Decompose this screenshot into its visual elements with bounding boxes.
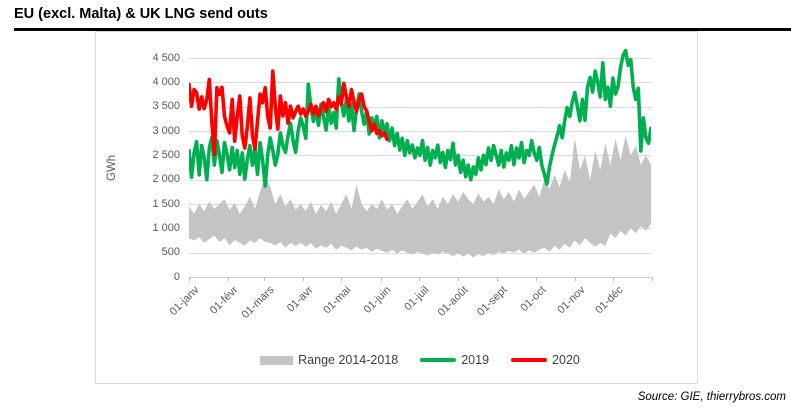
y-tick-label: 4 000	[152, 75, 180, 88]
x-tick-label: 01-juil	[401, 284, 432, 314]
y-tick-label: 2 500	[152, 148, 180, 161]
legend-label: 2020	[552, 353, 580, 367]
legend-swatch-2019	[420, 357, 457, 363]
source-note: Source: GIE, thierrybros.com	[637, 391, 786, 403]
legend-label: Range 2014-2018	[298, 353, 399, 367]
x-tick-mark	[228, 277, 230, 281]
x-tick-mark	[418, 277, 420, 281]
x-tick-label: 01-avr	[285, 284, 316, 315]
y-tick-label: 1 500	[152, 197, 180, 210]
x-tick-label: 01-août	[435, 284, 471, 319]
x-tick-mark	[535, 277, 537, 281]
legend-label: 2019	[461, 353, 490, 367]
gridline	[189, 277, 651, 278]
y-tick-label: 3 000	[152, 124, 180, 137]
gridline	[189, 252, 651, 254]
legend: Range 2014-2018 2019 2020	[189, 353, 651, 367]
x-tick-mark	[303, 277, 305, 281]
x-tick-label: 01-sept	[475, 284, 510, 319]
x-tick-mark	[380, 277, 382, 281]
gridline	[189, 82, 651, 84]
x-tick-label: 01-nov	[555, 284, 588, 317]
x-tick-label: 01-déc	[593, 284, 626, 317]
x-tick-label: 01-mai	[321, 284, 354, 317]
x-tick-mark	[574, 277, 576, 281]
gridline	[189, 179, 651, 181]
legend-swatch-range-2014-2018	[260, 355, 294, 365]
y-tick-label: 3 500	[152, 100, 180, 113]
chart-container: GWh 0 500 1 000 1 500 2 000 2 500 3 000 3 500 4 …	[95, 31, 698, 384]
series-2019	[189, 48, 651, 188]
y-tick-label: 500	[161, 246, 180, 259]
x-tick-label: 01-juin	[361, 284, 394, 316]
x-tick-label: 01-févr	[208, 284, 241, 317]
x-tick-mark	[652, 277, 654, 281]
y-tick-label: 4 500	[152, 51, 180, 64]
legend-item: Range 2014-2018	[260, 353, 398, 367]
x-tick-mark	[189, 277, 190, 281]
y-axis-title: GWh	[106, 154, 118, 181]
chart-title: EU (excl. Malta) & UK LNG send outs	[14, 0, 791, 31]
x-tick-label: 01-mars	[239, 284, 277, 322]
y-tick-label: 0	[173, 270, 180, 283]
x-tick-label: 01-oct	[517, 284, 548, 315]
legend-item: 2019	[420, 353, 489, 367]
legend-item: 2020	[511, 353, 580, 367]
series-2020	[189, 69, 389, 157]
x-tick-mark	[497, 277, 499, 281]
y-tick-label: 1 000	[152, 221, 180, 234]
legend-swatch-2020	[511, 357, 548, 363]
gridline	[189, 58, 651, 59]
series-range-2014-2018	[189, 135, 651, 258]
x-tick-mark	[458, 277, 460, 281]
gridline	[189, 131, 651, 132]
x-tick-mark	[341, 277, 343, 281]
y-tick-label: 2 000	[152, 173, 180, 186]
x-tick-mark	[263, 277, 265, 281]
gridline	[189, 106, 651, 108]
x-tick-mark	[612, 277, 614, 281]
x-tick-label: 01-janv	[167, 284, 202, 318]
plot-area	[189, 48, 651, 258]
